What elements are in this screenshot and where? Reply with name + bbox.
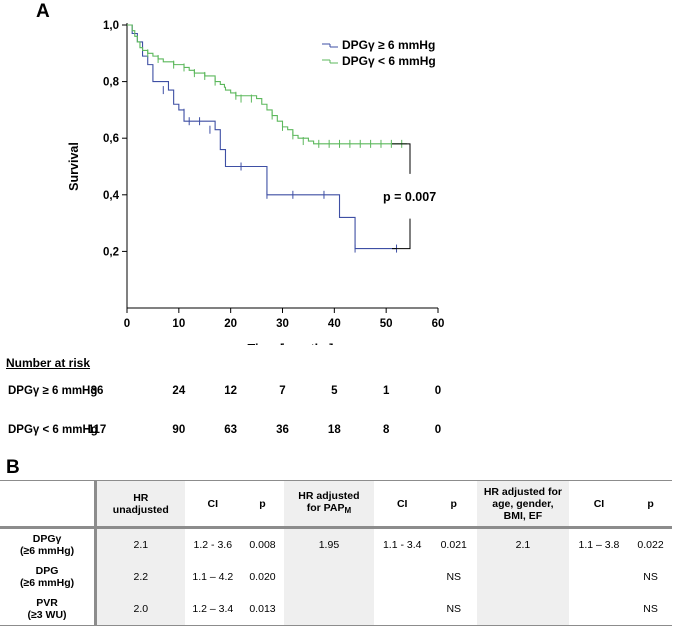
panel-b-label: B [6, 457, 20, 478]
cell-hr2 [283, 561, 374, 593]
p-value-bracket [392, 143, 411, 250]
cell-p3: NS [643, 571, 658, 583]
hr-header-multi-line3: BMI, EF [503, 509, 543, 522]
cell-ci2 [373, 593, 431, 626]
x-tick-label: 10 [172, 318, 185, 330]
cell-ci3 [569, 561, 629, 593]
legend-label: DPGγ ≥ 6 mmHg [342, 38, 435, 52]
x-tick-label: 40 [328, 318, 341, 330]
cell-hr3: 2.1 [476, 527, 569, 561]
risk-value: 8 [382, 424, 390, 436]
cell-p2: NS [430, 593, 477, 626]
cell-hr1: 2.0 [94, 593, 185, 626]
risk-value: 18 [327, 424, 341, 436]
cell-ci2: 1.1 - 3.4 [382, 539, 422, 551]
hr-header-ci2: CI [373, 480, 431, 529]
x-tick-label: 0 [124, 318, 130, 330]
cell-hr2 [283, 593, 374, 626]
table-row: DPG (≥6 mmHg) 2.2 1.1 – 4.2 0.020 NS NS [0, 561, 672, 593]
cell-p1: 0.008 [249, 539, 276, 551]
y-axis-label: Survival [67, 142, 81, 191]
x-tick-label: 50 [380, 318, 393, 330]
hr-header-p1: p [241, 480, 284, 529]
legend-label: DPGγ < 6 mmHg [342, 54, 436, 68]
row-name: PVR [36, 597, 58, 609]
hr-header-unadjusted-line1: HR [133, 491, 149, 504]
table-row: PVR (≥3 WU) 2.0 1.2 – 3.4 0.013 NS NS [0, 593, 672, 626]
cell-ci1: 1.1 – 4.2 [192, 571, 234, 583]
y-tick-label: 0,6 [103, 133, 119, 145]
risk-value: 5 [331, 385, 338, 397]
x-tick-label: 60 [432, 318, 445, 330]
cell-p1: 0.020 [249, 571, 276, 583]
cell-ci3: 1.1 – 3.8 [578, 539, 620, 551]
cell-p1: 0.013 [241, 593, 284, 626]
cell-ci1: 1.2 – 3.4 [184, 593, 242, 626]
hr-header-adjusted-multi: HR adjusted for age, gender, BMI, EF [476, 480, 569, 529]
cell-p2: NS [446, 571, 462, 583]
row-label: DPGγ (≥6 mmHg) [0, 528, 96, 562]
risk-value: 0 [434, 424, 442, 436]
cell-ci2 [374, 561, 431, 593]
hr-header-unadjusted: HR unadjusted [94, 480, 185, 529]
hr-header-pap-line2: for PAP [306, 502, 345, 514]
hr-table-header-row: HR unadjusted CI p HR adjusted for PAPM CI… [0, 480, 672, 529]
hr-header-ci1: CI [184, 480, 242, 529]
cell-p3: 0.022 [637, 539, 664, 551]
risk-value: 63 [224, 424, 238, 436]
hr-header-multi-line1: HR adjusted for [483, 485, 563, 498]
x-tick-label: 20 [224, 318, 237, 330]
row-label: DPG (≥6 mmHg) [0, 561, 96, 593]
hr-header-adjusted-pap: HR adjusted for PAPM [283, 480, 374, 529]
y-tick-label: 0,4 [103, 190, 120, 202]
hr-header-multi-line2: age, gender, [492, 497, 554, 510]
risk-value: 36 [276, 424, 289, 436]
km-curve-series-2 [127, 24, 407, 145]
cell-p3: NS [629, 593, 672, 626]
y-tick-label: 0,2 [103, 246, 119, 258]
x-tick-label: 30 [276, 318, 289, 330]
p-value-annotation: p = 0.007 [383, 190, 436, 204]
risk-value: 1 [382, 385, 390, 397]
cell-ci1: 1.2 - 3.6 [193, 539, 233, 551]
hr-header-ci3: CI [568, 480, 630, 529]
kaplan-meier-chart: 0 10 20 30 40 50 60 0,2 0,4 0,6 0,8 1,0 Time [months… [67, 20, 445, 345]
cell-hr1: 2.2 [94, 561, 185, 593]
risk-value: 12 [224, 385, 238, 397]
cell-hr2: 1.95 [283, 527, 374, 561]
cell-ci3 [568, 593, 630, 626]
risk-row-label: DPGγ ≥ 6 mmHg [8, 385, 98, 397]
row-sub: (≥6 mmHg) [19, 545, 75, 557]
risk-value: 7 [279, 385, 286, 397]
cell-p2: 0.021 [440, 539, 467, 551]
km-curve-series-1 [127, 24, 397, 250]
risk-row-label: DPGγ < 6 mmHg [8, 424, 98, 436]
hr-header-blank [0, 480, 96, 529]
row-sub: (≥6 mmHg) [19, 577, 75, 589]
risk-value: 90 [172, 424, 186, 436]
y-tick-label: 0,8 [103, 77, 120, 89]
hr-header-pap-line1: HR adjusted [298, 490, 360, 502]
risk-value: 24 [172, 385, 186, 397]
risk-value: 36 [90, 385, 104, 397]
risk-value: 0 [434, 385, 442, 397]
row-sub: (≥3 WU) [27, 609, 67, 621]
hr-header-p3: p [629, 480, 672, 529]
hr-header-p2: p [430, 480, 477, 529]
panel-a-label: A [36, 1, 50, 22]
row-label: PVR (≥3 WU) [0, 593, 96, 626]
hazard-ratio-table: HR unadjusted CI p HR adjusted for PAPM CI… [0, 480, 672, 626]
row-name: DPGγ [32, 533, 62, 545]
x-axis-label: Time [months] [248, 342, 334, 345]
cell-hr3 [476, 561, 569, 593]
table-row: DPGγ (≥6 mmHg) 2.1 1.2 - 3.6 0.008 1.95 1… [0, 527, 672, 562]
risk-value: 117 [87, 424, 107, 436]
hr-header-unadjusted-line2: unadjusted [112, 503, 169, 516]
cell-hr3 [476, 593, 569, 626]
y-tick-label: 1,0 [103, 20, 119, 32]
risk-table-title: Number at risk [6, 356, 91, 370]
hr-header-pap-subscript: M [344, 506, 352, 515]
cell-hr1: 2.1 [94, 527, 185, 561]
row-name: DPG [35, 565, 59, 577]
